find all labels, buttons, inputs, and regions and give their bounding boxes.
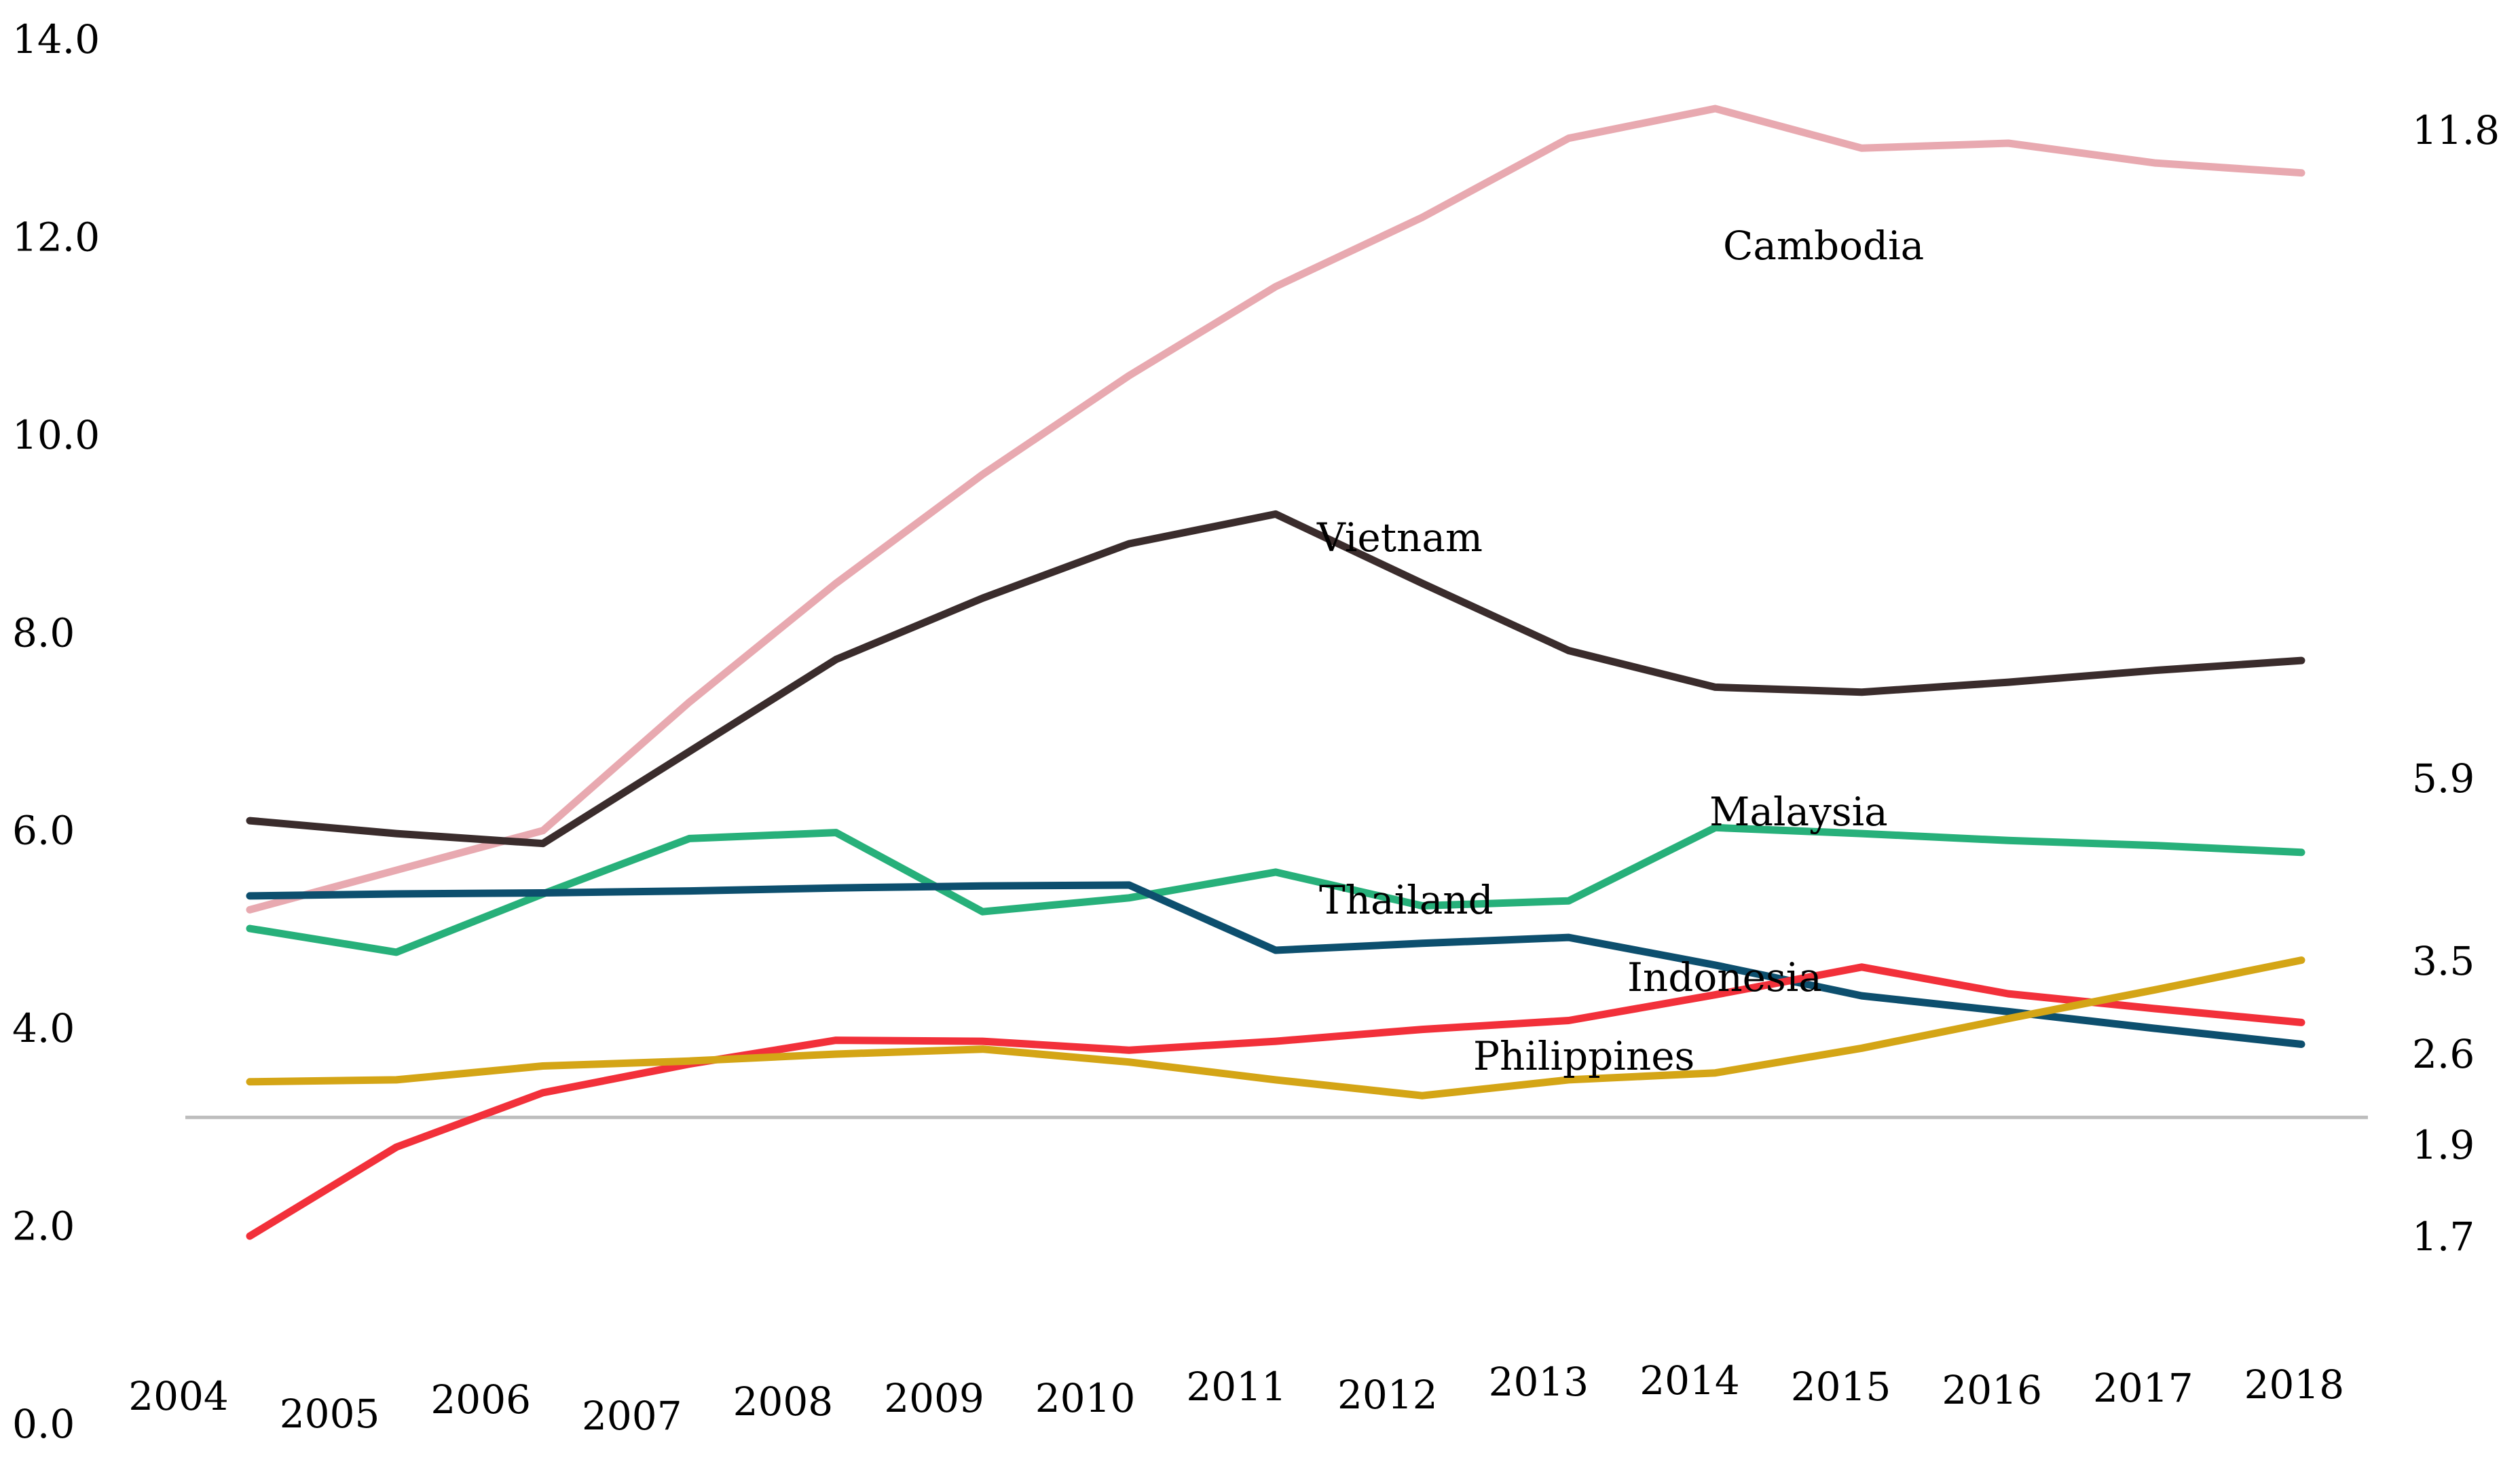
series-label-malaysia: Malaysia [1709, 789, 1888, 835]
series-lines [246, 105, 2305, 1240]
right-value-label: 1.7 [2412, 1214, 2475, 1260]
x-tick-label: 2009 [884, 1375, 984, 1421]
x-tick-label: 2013 [1489, 1359, 1589, 1405]
x-tick-label: 2006 [430, 1377, 531, 1423]
y-tick-label: 0.0 [12, 1401, 75, 1447]
right-value-label: 1.9 [2412, 1122, 2475, 1168]
series-label-philippines: Philippines [1473, 1033, 1694, 1079]
series-line-cambodia [246, 105, 2305, 914]
series-label-vietnam: Vietnam [1316, 514, 1483, 561]
series-line-indonesia [246, 963, 2305, 1240]
right-value-label: 2.6 [2412, 1031, 2475, 1077]
x-tick-label: 2016 [1942, 1367, 2042, 1413]
y-tick-label: 2.0 [12, 1203, 75, 1250]
y-axis-ticks: 0.0 2.0 4.0 6.0 8.0 10.0 12.0 14.0 [12, 16, 100, 1447]
right-end-labels: 11.8 5.9 3.5 2.6 1.9 1.7 [2412, 107, 2500, 1260]
x-tick-label: 2014 [1639, 1358, 1740, 1404]
x-tick-label: 2017 [2093, 1365, 2193, 1411]
series-line-vietnam [246, 510, 2305, 848]
y-tick-label: 14.0 [12, 16, 100, 62]
x-tick-label: 2005 [280, 1391, 380, 1437]
y-tick-label: 6.0 [12, 808, 75, 854]
x-tick-label: 2018 [2244, 1362, 2345, 1408]
y-tick-label: 12.0 [12, 214, 100, 260]
series-labels: Cambodia Vietnam Malaysia Thailand Indonesia… [1316, 223, 1924, 1079]
right-value-label: 5.9 [2412, 755, 2475, 802]
x-tick-label: 2007 [582, 1393, 682, 1439]
x-tick-label: 2012 [1337, 1372, 1438, 1418]
series-line-philippines [246, 956, 2305, 1100]
x-tick-label: 2011 [1186, 1364, 1286, 1410]
series-label-thailand: Thailand [1319, 877, 1494, 923]
y-tick-label: 10.0 [12, 412, 100, 458]
x-tick-label: 2004 [128, 1373, 229, 1419]
y-tick-label: 4.0 [12, 1005, 75, 1051]
x-tick-label: 2008 [733, 1379, 834, 1425]
series-line-malaysia [246, 823, 2305, 956]
x-axis-ticks: 2004 2005 2006 2007 2008 2009 2010 2011 2012 2013… [128, 1358, 2344, 1439]
right-value-label: 3.5 [2412, 938, 2475, 984]
series-label-indonesia: Indonesia [1627, 954, 1822, 1000]
series-line-thailand [246, 881, 2305, 1048]
x-tick-label: 2015 [1791, 1364, 1891, 1410]
series-label-cambodia: Cambodia [1723, 223, 1924, 269]
right-value-label: 11.8 [2412, 107, 2500, 153]
x-tick-label: 2010 [1035, 1375, 1136, 1421]
y-tick-label: 8.0 [12, 610, 75, 656]
